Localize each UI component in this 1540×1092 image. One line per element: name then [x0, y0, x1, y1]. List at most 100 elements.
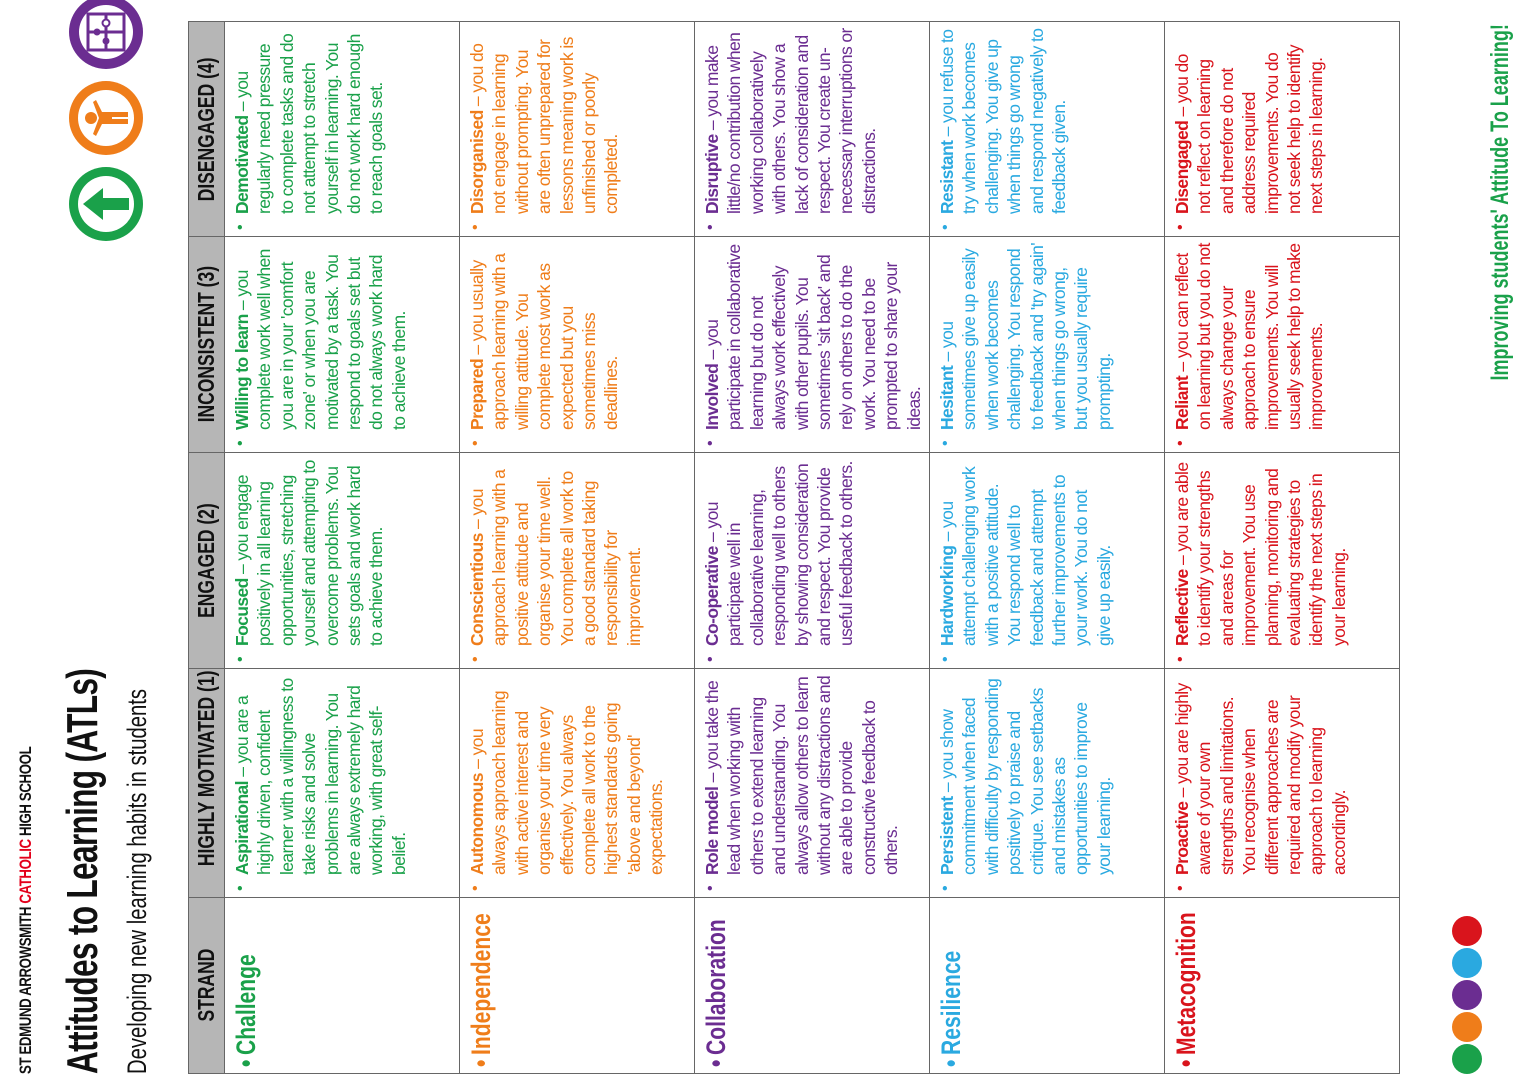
header-inconsistent: INCONSISTENT (3)	[188, 236, 225, 453]
cell-independence-highly-motivated: • Autonomous – you always approach learni…	[459, 668, 695, 898]
footer-slogan: Improving students' Attitude To Learning…	[1486, 24, 1514, 381]
table-row: • Collaboration • Role model – you take the…	[694, 21, 930, 1074]
descriptor-body: you do not engage in learning without pr…	[467, 37, 622, 214]
descriptor-body: you approach learning with a positive at…	[467, 469, 644, 646]
school-name-prefix: ST EDMUND ARROWSMITH	[16, 903, 35, 1074]
header-strand-label: STRAND	[193, 949, 219, 1022]
descriptor-term: Role model	[702, 786, 722, 875]
descriptor-term: Resistant	[937, 140, 957, 214]
descriptor: • Persistent – you show commitment when f…	[936, 675, 1115, 891]
descriptor-dash: –	[937, 348, 957, 366]
header-engaged: ENGAGED (2)	[188, 452, 225, 669]
strand-label: • Challenge	[231, 940, 262, 1067]
bullet: •	[1172, 440, 1189, 446]
cell-collaboration-disengaged: • Disruptive – you make little/no contrib…	[694, 21, 930, 237]
bullet: •	[232, 224, 249, 230]
header-engaged-label: ENGAGED (2)	[193, 503, 219, 618]
cell-metacognition-disengaged: • Disengaged – you do not reflect on lear…	[1164, 21, 1400, 237]
descriptor: • Disruptive – you make little/no contrib…	[701, 28, 880, 230]
descriptor-term: Hesitant	[937, 365, 957, 430]
independence-person-icon	[66, 78, 146, 158]
descriptor-term: Co-operative	[702, 546, 722, 646]
descriptor-term: Reflective	[1172, 569, 1192, 646]
table-row: • Challenge • Aspirational – you are a high…	[224, 21, 460, 1074]
descriptor-dash: –	[1172, 358, 1192, 376]
header-highly-motivated-label: HIGHLY MOTIVATED (1)	[193, 670, 219, 867]
cell-challenge-disengaged: • Demotivated – you regularly need pressu…	[224, 21, 460, 237]
descriptor-body: you engage positively in all learning op…	[232, 460, 387, 646]
table-row: • Resilience • Persistent – you show commit…	[929, 21, 1165, 1074]
descriptor-text: Conscientious – you approach learning wi…	[466, 459, 645, 646]
descriptor-dash: –	[1172, 103, 1192, 121]
descriptor-body: you take the lead when working with othe…	[702, 675, 902, 875]
strand-cell-independence: • Independence	[459, 897, 695, 1074]
descriptor-text: Involved – you participate in collaborat…	[701, 243, 925, 430]
descriptor-text: Hardworking – you attempt challenging wo…	[936, 459, 1115, 646]
descriptor-dash: –	[702, 346, 722, 364]
descriptor-text: Disruptive – you make little/no contribu…	[701, 28, 880, 214]
cell-independence-engaged: • Conscientious – you approach learning w…	[459, 452, 695, 669]
cell-metacognition-engaged: • Reflective – you are able to identify y…	[1164, 452, 1400, 669]
bullet: •	[937, 440, 954, 446]
bullet: •	[232, 885, 249, 891]
descriptor-term: Involved	[702, 363, 722, 430]
strand-label: • Collaboration	[701, 919, 732, 1067]
descriptor-text: Co-operative – you participate well in c…	[701, 459, 858, 646]
descriptor: • Co-operative – you participate well in …	[701, 459, 858, 662]
descriptor: • Focused – you engage positively in all …	[231, 459, 388, 662]
descriptor: • Prepared – you usually approach learnin…	[466, 243, 623, 446]
bullet: •	[1171, 1059, 1201, 1067]
descriptor-text: Role model – you take the lead when work…	[701, 675, 903, 875]
descriptor-dash: –	[232, 97, 252, 116]
strand-name: Independence	[466, 913, 496, 1055]
cell-metacognition-highly-motivated: • Proactive – you are highly aware of you…	[1164, 668, 1400, 898]
descriptor-body: you participate well in collaborative le…	[702, 461, 857, 646]
bullet: •	[232, 656, 249, 662]
strand-cell-challenge: • Challenge	[224, 897, 460, 1074]
bullet: •	[232, 440, 249, 446]
descriptor: • Reflective – you are able to identify y…	[1171, 459, 1350, 662]
cell-challenge-engaged: • Focused – you engage positively in all …	[224, 452, 460, 669]
descriptor-dash: –	[937, 527, 957, 546]
descriptor: • Conscientious – you approach learning w…	[466, 459, 645, 662]
header-inconsistent-label: INCONSISTENT (3)	[193, 266, 219, 423]
small-resilience-icon	[1452, 948, 1482, 978]
descriptor-body: you are able to identify your strengths …	[1172, 462, 1349, 646]
strand-logos	[66, 0, 146, 244]
descriptor: • Disengaged – you do not reflect on lear…	[1171, 28, 1328, 230]
bullet: •	[1172, 885, 1189, 891]
small-independence-icon	[1452, 1012, 1482, 1042]
descriptor-text: Proactive – you are highly aware of your…	[1171, 675, 1350, 875]
table-row: • Independence • Autonomous – you always ap…	[459, 21, 695, 1074]
descriptor-dash: –	[702, 116, 722, 135]
descriptor-dash: –	[1172, 551, 1192, 570]
descriptor-term: Disengaged	[1172, 120, 1192, 214]
descriptor-term: Persistent	[937, 796, 957, 875]
small-collaboration-icon	[1452, 980, 1482, 1010]
attitudes-table: STRAND HIGHLY MOTIVATED (1) ENGAGED (2) …	[188, 21, 1400, 1074]
descriptor-term: Aspirational	[232, 781, 252, 875]
descriptor: • Hesitant – you sometimes give up easily…	[936, 243, 1115, 446]
descriptor-body: you show commitment when faced with diff…	[937, 678, 1114, 875]
descriptor-body: you participate in collaborative learnin…	[702, 244, 924, 430]
descriptor: • Hardworking – you attempt challenging w…	[936, 459, 1115, 662]
descriptor-term: Hardworking	[937, 545, 957, 646]
table-header-row: STRAND HIGHLY MOTIVATED (1) ENGAGED (2) …	[188, 21, 225, 1074]
small-strand-logos	[1452, 916, 1482, 1074]
bullet: •	[466, 1059, 496, 1067]
school-name-suffix: HIGH SCHOOL	[16, 746, 35, 840]
descriptor: • Proactive – you are highly aware of you…	[1171, 675, 1350, 891]
descriptor-text: Focused – you engage positively in all l…	[231, 459, 388, 646]
descriptor-term: Willing to learn	[232, 314, 252, 430]
cell-resilience-engaged: • Hardworking – you attempt challenging w…	[929, 452, 1165, 669]
descriptor: • Reliant – you can reflect on learning b…	[1171, 243, 1328, 446]
cell-independence-inconsistent: • Prepared – you usually approach learnin…	[459, 236, 695, 453]
strand-label: • Resilience	[936, 940, 967, 1067]
cell-collaboration-highly-motivated: • Role model – you take the lead when wor…	[694, 668, 930, 898]
bullet: •	[702, 224, 719, 230]
descriptor-dash: –	[467, 341, 487, 359]
descriptor-text: Persistent – you show commitment when fa…	[936, 675, 1115, 875]
strand-name: Resilience	[936, 950, 966, 1055]
page-subtitle: Developing new learning habits in studen…	[122, 688, 152, 1074]
